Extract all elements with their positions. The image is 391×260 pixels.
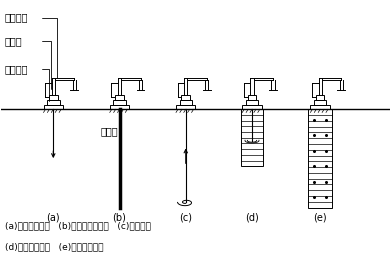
Bar [316,95,325,100]
Bar [110,106,129,109]
Text: 旋喷管: 旋喷管 [100,126,118,136]
Bar [242,109,262,166]
Bar [248,95,256,100]
Text: (d)边旋喷边提升   (e)旋喷结束成桩: (d)边旋喷边提升 (e)旋喷结束成桩 [5,242,103,251]
Bar [176,106,196,109]
Bar [310,106,330,109]
Bar [47,100,59,106]
Bar [181,95,190,100]
Bar [308,109,332,207]
Bar [113,100,126,106]
Text: (a)钻机就位钻孔   (b)钻孔至设计高程   (c)旋喷开始: (a)钻机就位钻孔 (b)钻孔至设计高程 (c)旋喷开始 [5,221,151,230]
Text: (c): (c) [179,213,192,223]
Text: 钻孔机械: 钻孔机械 [5,64,28,74]
Text: (d): (d) [245,213,259,223]
Bar [179,100,192,106]
Text: 高压胶管: 高压胶管 [5,12,28,23]
Bar [49,95,57,100]
Bar [242,106,262,109]
Text: 压浆车: 压浆车 [5,36,22,46]
Text: (a): (a) [47,213,60,223]
Bar [314,100,326,106]
Text: (e): (e) [313,213,327,223]
Text: (b): (b) [113,213,126,223]
Bar [43,106,63,109]
Bar [115,95,124,100]
Bar [246,100,258,106]
